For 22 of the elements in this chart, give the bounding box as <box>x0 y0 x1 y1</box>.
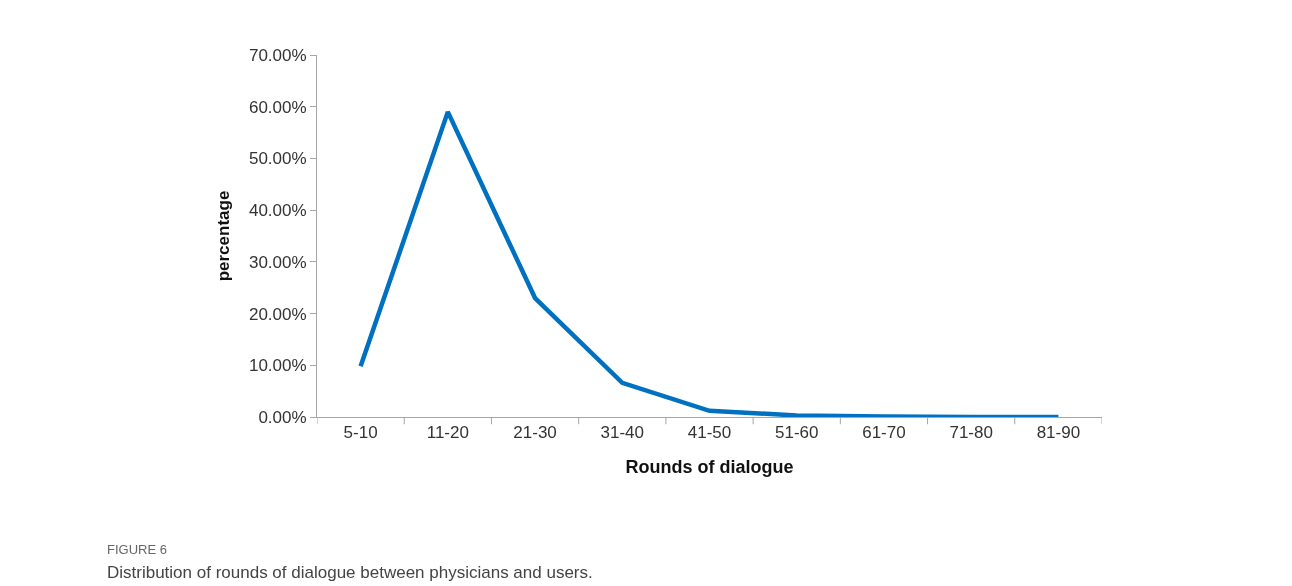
x-tick-label: 71-80 <box>949 423 993 443</box>
x-tick-label: 11-20 <box>426 423 469 443</box>
x-tick-label: 41-50 <box>687 423 732 443</box>
y-tick-label: 30.00% <box>248 252 307 272</box>
x-tick-label: 51-60 <box>774 423 819 443</box>
line-series <box>358 109 1061 417</box>
y-tick-label: 20.00% <box>248 304 307 324</box>
text: Distribution of rounds of dialogue between physicians and users. <box>107 563 593 582</box>
x-tick-label: 81-90 <box>1036 423 1081 443</box>
caption: FIGURE 6 <box>107 542 167 557</box>
y-tick-label: 10.00% <box>248 356 307 376</box>
y-tick-label: 70.00% <box>248 45 307 65</box>
x-tick-label: 21-30 <box>513 423 557 443</box>
x-tick-label: 61-70 <box>862 423 906 443</box>
x-axis-title: Rounds of dialogue <box>625 456 794 477</box>
x-tick-label: 31-40 <box>600 423 645 443</box>
y-axis-title: percentage <box>214 190 234 282</box>
y-tick-label: 0.00% <box>258 407 307 427</box>
y-tick-label: 50.00% <box>248 149 307 169</box>
y-tick-label: 60.00% <box>248 97 307 117</box>
y-tick-label: 40.00% <box>248 201 307 221</box>
x-tick-label: 5-10 <box>343 423 378 443</box>
